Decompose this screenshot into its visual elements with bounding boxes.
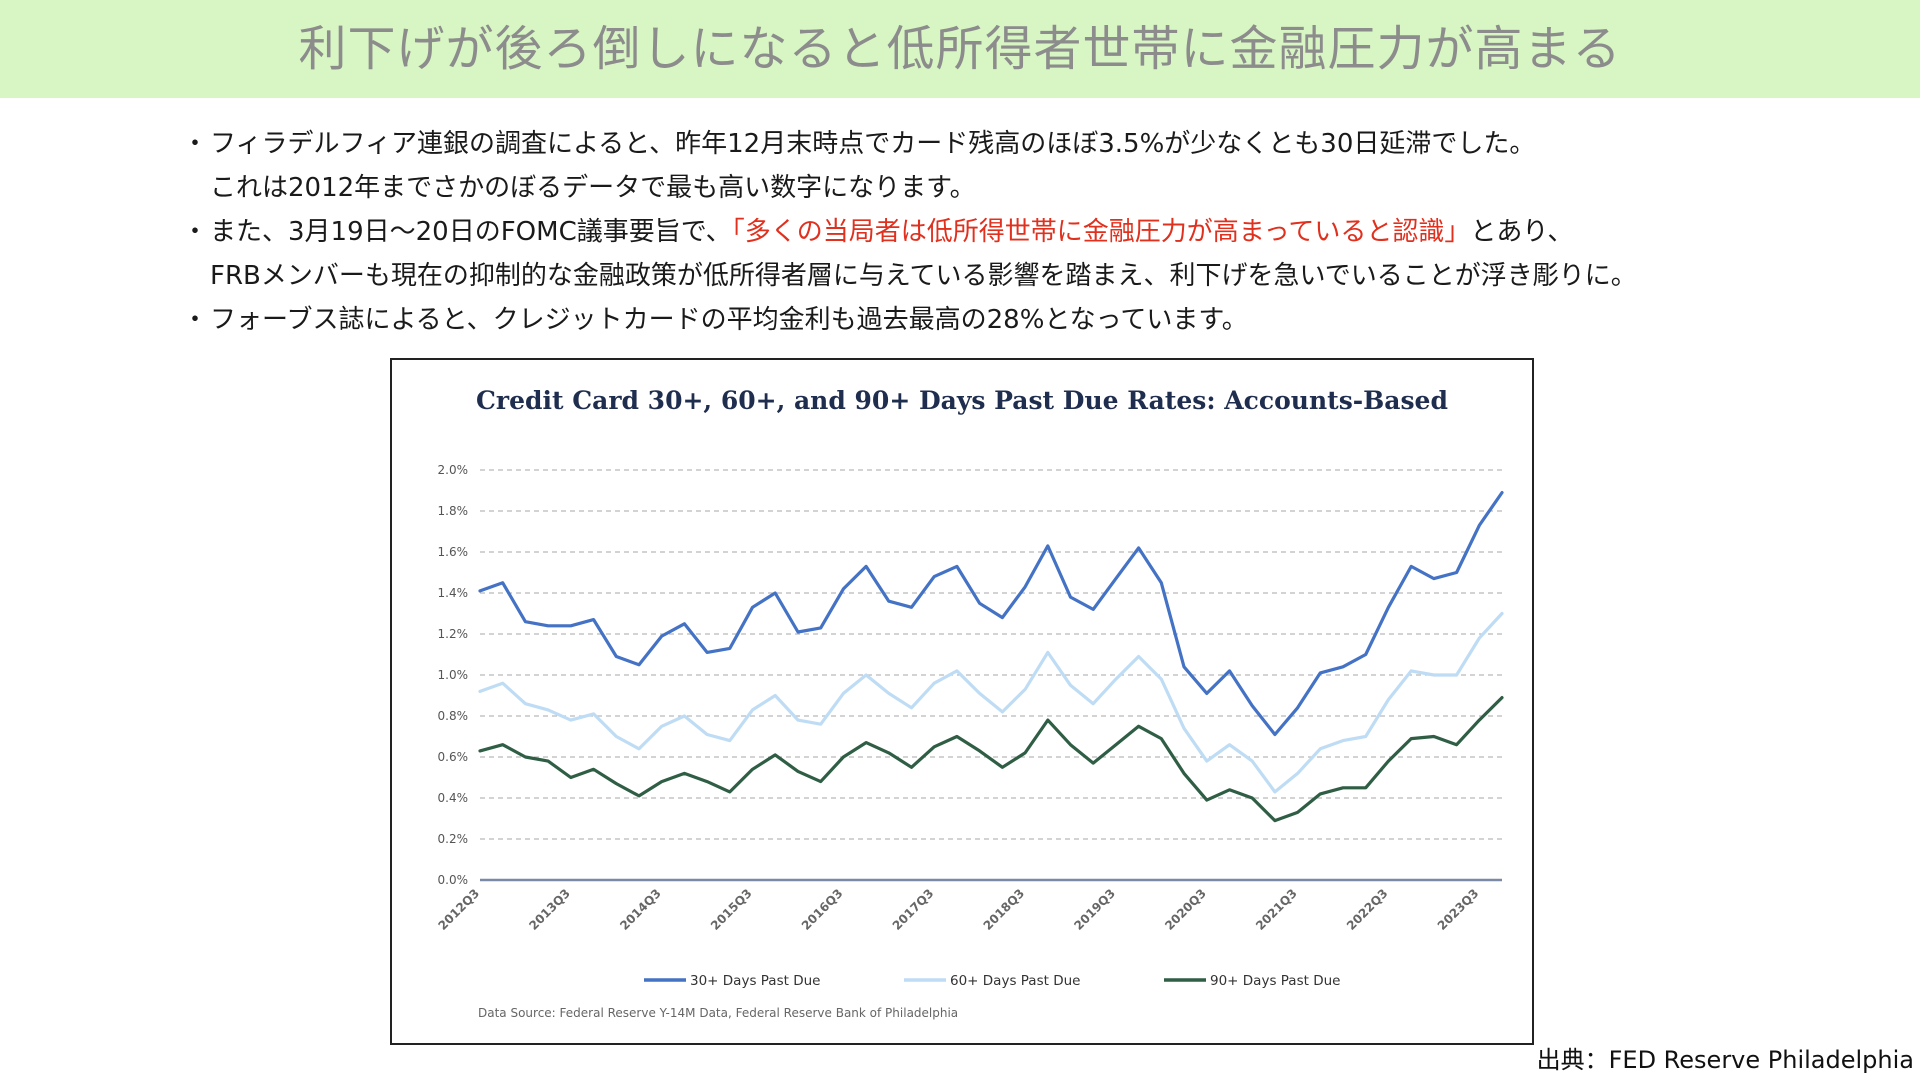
title-banner bbox=[0, 0, 1920, 98]
y-tick-label: 1.8% bbox=[438, 504, 469, 518]
y-tick-label: 2.0% bbox=[438, 463, 469, 477]
y-tick-label: 1.0% bbox=[438, 668, 469, 682]
legend-label: 30+ Days Past Due bbox=[690, 973, 820, 989]
x-tick-label: 2023Q3 bbox=[1435, 886, 1482, 933]
source-credit: 出典：FED Reserve Philadelphia bbox=[1536, 1046, 1914, 1074]
bullet-text: フォーブス誌によると、クレジットカードの平均金利も過去最高の28%となっています… bbox=[210, 298, 1900, 342]
x-tick-label: 2017Q3 bbox=[890, 886, 937, 933]
highlighted-quote: 「多くの当局者は低所得世帯に金融圧力が高まっていると認識」 bbox=[731, 217, 1471, 247]
x-tick-label: 2012Q3 bbox=[435, 886, 482, 933]
bullet-dot: ・ bbox=[181, 129, 208, 159]
bullet-line: また、3月19日〜20日のFOMC議事要旨で、 bbox=[210, 217, 732, 247]
bullet-item: ・ また、3月19日〜20日のFOMC議事要旨で、「多くの当局者は低所得世帯に金… bbox=[180, 210, 1900, 298]
series-line bbox=[478, 696, 1504, 823]
bullet-line: とあり、 bbox=[1470, 217, 1574, 247]
bullet-item: ・ フィラデルフィア連銀の調査によると、昨年12月末時点でカード残高のほぼ3.5… bbox=[180, 122, 1900, 210]
y-tick-label: 0.4% bbox=[438, 791, 469, 805]
line-chart: 0.0% 0.2% 0.4% 0.6% 0.8% 1.0% 1.2% 1.4% 1.6% 1.8%… bbox=[435, 463, 1504, 989]
bullet-list: ・ フィラデルフィア連銀の調査によると、昨年12月末時点でカード残高のほぼ3.5… bbox=[180, 122, 1900, 342]
y-tick-label: 1.2% bbox=[438, 627, 469, 641]
chart-panel: Credit Card 30+, 60+, and 90+ Days Past … bbox=[390, 358, 1534, 1045]
chart-source-note: Data Source: Federal Reserve Y-14M Data,… bbox=[478, 1006, 959, 1020]
chart-title: Credit Card 30+, 60+, and 90+ Days Past … bbox=[476, 386, 1448, 415]
legend-label: 90+ Days Past Due bbox=[1210, 973, 1340, 989]
bullet-text: また、3月19日〜20日のFOMC議事要旨で、「多くの当局者は低所得世帯に金融圧… bbox=[210, 210, 1900, 298]
bullet-dot: ・ bbox=[181, 217, 208, 247]
x-tick-label: 2015Q3 bbox=[708, 886, 755, 933]
x-tick-label: 2021Q3 bbox=[1253, 886, 1300, 933]
bullet-line: これは2012年までさかのぼるデータで最も高い数字になります。 bbox=[210, 173, 976, 203]
series-line bbox=[478, 611, 1504, 794]
bullet-line: フィラデルフィア連銀の調査によると、昨年12月末時点でカード残高のほぼ3.5%が… bbox=[210, 129, 1536, 159]
x-tick-label: 2018Q3 bbox=[981, 886, 1028, 933]
y-tick-label: 1.4% bbox=[438, 586, 469, 600]
legend-label: 60+ Days Past Due bbox=[950, 973, 1080, 989]
series-line bbox=[478, 491, 1504, 737]
bullet-item: ・ フォーブス誌によると、クレジットカードの平均金利も過去最高の28%となってい… bbox=[180, 298, 1900, 342]
page-title: 利下げが後ろ倒しになると低所得者世帯に金融圧力が高まる bbox=[298, 21, 1622, 77]
y-tick-label: 0.8% bbox=[438, 709, 469, 723]
y-tick-label: 0.2% bbox=[438, 832, 469, 846]
x-tick-label: 2013Q3 bbox=[526, 886, 573, 933]
bullet-line: フォーブス誌によると、クレジットカードの平均金利も過去最高の28%となっています… bbox=[210, 305, 1248, 335]
y-tick-label: 1.6% bbox=[438, 545, 469, 559]
x-tick-label: 2016Q3 bbox=[799, 886, 846, 933]
x-tick-label: 2022Q3 bbox=[1344, 886, 1391, 933]
bullet-text: フィラデルフィア連銀の調査によると、昨年12月末時点でカード残高のほぼ3.5%が… bbox=[210, 122, 1900, 210]
bullet-line: FRBメンバーも現在の抑制的な金融政策が低所得者層に与えている影響を踏まえ、利下… bbox=[210, 261, 1637, 291]
x-tick-label: 2020Q3 bbox=[1162, 886, 1209, 933]
x-tick-label: 2019Q3 bbox=[1071, 886, 1118, 933]
y-tick-label: 0.6% bbox=[438, 750, 469, 764]
y-tick-label: 0.0% bbox=[438, 873, 469, 887]
x-tick-label: 2014Q3 bbox=[617, 886, 664, 933]
bullet-dot: ・ bbox=[181, 305, 208, 335]
